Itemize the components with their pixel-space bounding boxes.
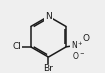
Text: N$^+$: N$^+$ (71, 40, 83, 51)
Text: O$^-$: O$^-$ (72, 49, 85, 61)
Text: Br: Br (43, 64, 53, 73)
Text: O: O (82, 34, 89, 43)
Text: Cl: Cl (13, 42, 22, 51)
Text: N: N (45, 12, 52, 21)
